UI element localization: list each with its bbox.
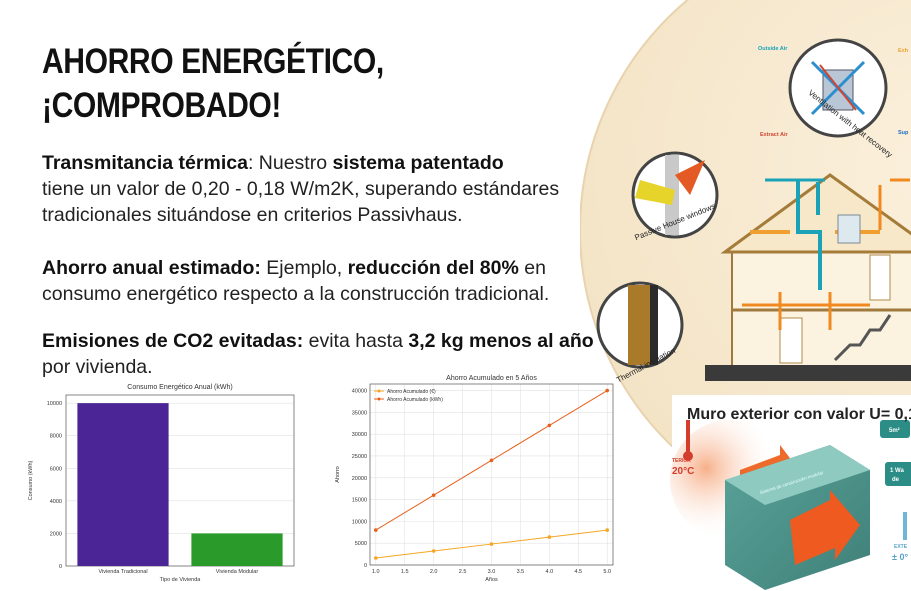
line-plot-frame [369, 383, 614, 566]
bar-y-tick-label: 4000 [50, 499, 62, 505]
p2-bold: reducción del 80% [347, 257, 519, 279]
line-x-tick-label: 1.0 [372, 569, 380, 575]
extract-air-label: Extract Air [760, 132, 788, 138]
legend-marker-1 [377, 397, 381, 401]
bar-y-tick-label: 2000 [50, 531, 62, 537]
line-x-tick-label: 5.0 [603, 569, 611, 575]
supply-air-label: Sup [898, 130, 909, 136]
line-y-tick-label: 40000 [352, 389, 367, 395]
badge-watts-2: de [892, 477, 900, 483]
passive-windows-badge [631, 151, 719, 239]
thermal-transmittance-paragraph: Transmitancia térmica: Nuestro sistema p… [42, 150, 602, 228]
legend-entry-1: Ahorro Acumulado (kWh) [387, 397, 443, 403]
bar-plot-frame [65, 394, 295, 567]
house-drawing [705, 173, 911, 381]
heat-recovery-badge [788, 38, 888, 138]
bar-chart-title: Consumo Energético Anual (kWh) [127, 384, 232, 391]
line-x-tick-label: 4.5 [574, 569, 582, 575]
series-point-1 [373, 528, 378, 532]
page-title: AHORRO ENERGÉTICO, ¡COMPROBADO! [42, 40, 384, 128]
p2-text-2: en [518, 257, 546, 279]
accumulated-savings-line-chart: Ahorro Acumulado en 5 Años 0 5000 10000 1500… [335, 375, 614, 583]
line-x-axis-label: Años [485, 577, 498, 583]
line-y-tick-label: 30000 [352, 432, 367, 438]
legend-entry-0: Ahorro Acumulado (€) [387, 389, 436, 395]
p1-bold: sistema patentado [332, 152, 504, 174]
p1-line-2: tiene un valor de 0,20 - 0,18 W/m2K, sup… [42, 178, 560, 200]
series-point-0 [605, 528, 610, 532]
exterior-wall-diagram [670, 395, 911, 591]
co2-emissions-paragraph: Emisiones de CO2 evitadas: evita hasta 3… [42, 328, 602, 380]
line-x-tick-label: 1.5 [401, 569, 409, 575]
line-y-tick-label: 0 [364, 563, 367, 569]
bar-y-axis-label: Consumo (kWh) [28, 460, 34, 500]
series-point-0 [489, 542, 494, 546]
line-y-tick-label: 20000 [352, 476, 367, 482]
badge-watts: 1 Wa [890, 468, 904, 474]
line-y-tick-label: 10000 [352, 519, 367, 525]
title-line-2: ¡COMPROBADO! [42, 86, 281, 125]
p2-text: Ejemplo, [260, 257, 348, 279]
line-x-tick-label: 4.0 [546, 569, 554, 575]
series-point-0 [431, 549, 436, 553]
p3-text: evita hasta [303, 330, 409, 352]
exterior-wall-title: Muro exterior con valor U= 0,18 [687, 406, 911, 423]
passive-house-illustration: Outside Air Exh Extract Air Sup Ventilat… [580, 0, 911, 591]
series-point-1 [547, 423, 552, 428]
bar-x-axis-label: Tipo de Vivienda [160, 577, 202, 583]
p1-text: : Nuestro [247, 152, 333, 174]
line-x-tick-label: 2.0 [430, 569, 438, 575]
series-point-0 [373, 556, 378, 560]
legend-marker-0 [377, 389, 381, 393]
line-y-tick-label: 25000 [352, 454, 367, 460]
p3-bold: 3,2 kg menos al año [408, 330, 594, 352]
thermal-insulation-badge [596, 281, 684, 369]
line-x-tick-label: 2.5 [459, 569, 467, 575]
series-point-1 [431, 493, 436, 498]
series-point-1 [489, 458, 494, 463]
p3-line-2: por vivienda. [42, 356, 153, 378]
title-line-1: AHORRO ENERGÉTICO, [42, 42, 384, 81]
interior-label: TERIOR [672, 458, 691, 464]
line-y-tick-label: 35000 [352, 410, 367, 416]
bar-modular [191, 533, 283, 566]
line-chart-title: Ahorro Acumulado en 5 Años [446, 375, 537, 382]
bar-x-tick-label: Vivienda Modular [216, 569, 259, 575]
exhaust-air-label: Exh [898, 48, 909, 54]
line-y-tick-label: 5000 [355, 541, 367, 547]
line-y-tick-label: 15000 [352, 498, 367, 504]
bar-y-tick-label: 10000 [47, 401, 62, 407]
bar-y-tick-label: 8000 [50, 434, 62, 440]
outside-air-label: Outside Air [758, 46, 788, 52]
line-y-axis-label: Ahorro [335, 466, 341, 483]
thermal-transmittance-lead: Transmitancia térmica [42, 152, 248, 174]
series-point-1 [605, 388, 610, 393]
bar-traditional [77, 403, 169, 566]
p2-line-2: consumo energético respecto a la constru… [42, 283, 550, 305]
bar-y-tick-label: 6000 [50, 466, 62, 472]
energy-consumption-bar-chart: Consumo Energético Anual (kWh) 0 2000 4000 6… [28, 384, 295, 583]
co2-emissions-lead: Emisiones de CO2 evitadas: [42, 330, 304, 352]
p1-line-3: tradicionales situándose en criterios Pa… [42, 204, 463, 226]
bar-y-tick-label: 0 [59, 564, 62, 570]
annual-savings-lead: Ahorro anual estimado: [42, 257, 261, 279]
exterior-temp: ± 0° [892, 552, 908, 562]
interior-temp: 20°C [672, 466, 694, 477]
badge-area: 5m² [889, 427, 900, 434]
bar-x-tick-label: Vivienda Tradicional [98, 569, 147, 575]
series-point-0 [547, 535, 552, 539]
annual-savings-paragraph: Ahorro anual estimado: Ejemplo, reducció… [42, 255, 602, 307]
line-x-tick-label: 3.0 [488, 569, 496, 575]
line-x-tick-label: 3.5 [517, 569, 525, 575]
exterior-label: EXTE [894, 544, 908, 550]
